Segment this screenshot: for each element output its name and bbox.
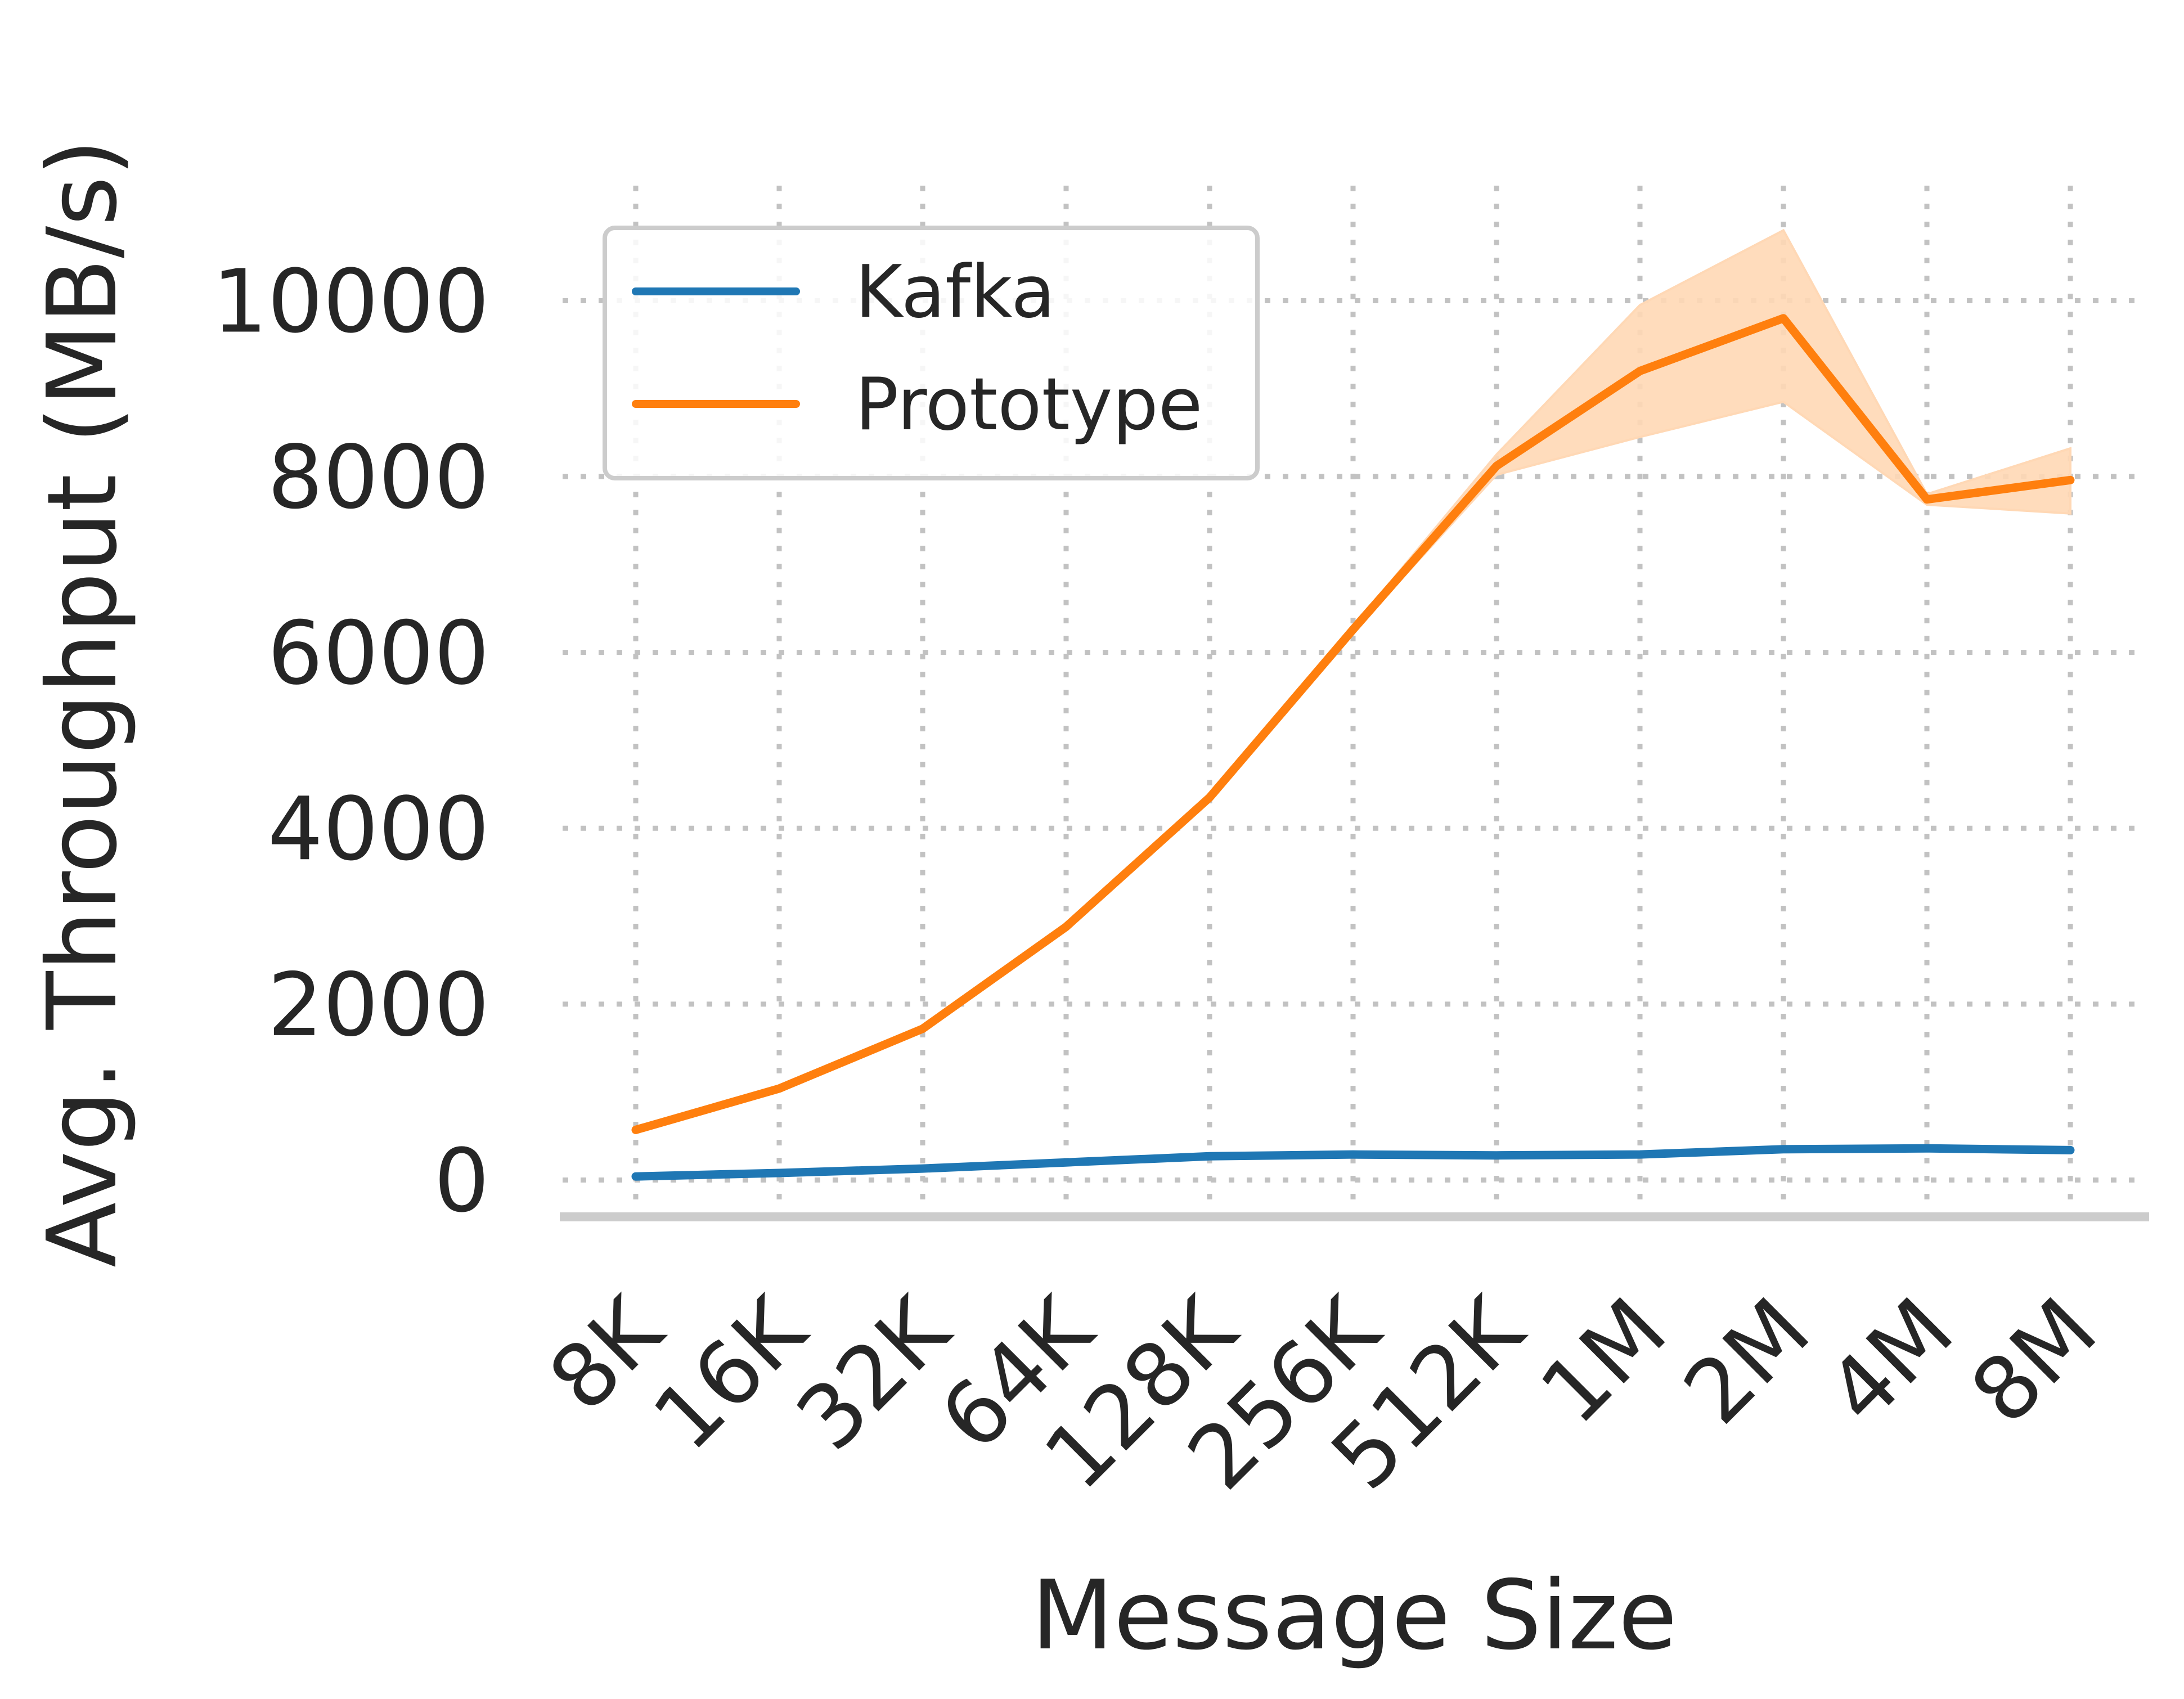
y-axis-title: Avg. Throughput (MB/s) [27, 139, 138, 1267]
x-axis-title: Message Size [1031, 1560, 1677, 1671]
y-tick-label: 0 [434, 1130, 489, 1231]
x-tick-label: 32K [778, 1278, 970, 1470]
y-tick-label: 6000 [268, 603, 489, 704]
x-tick-label: 4M [1808, 1279, 1972, 1443]
y-tick-label: 2000 [268, 954, 489, 1056]
legend: Kafka Prototype [603, 226, 1260, 480]
legend-label-kafka: Kafka [855, 250, 1055, 334]
x-tick-label: 1M [1521, 1279, 1686, 1443]
grid [563, 186, 2146, 1207]
legend-label-prototype: Prototype [855, 363, 1203, 447]
y-tick-label: 8000 [268, 426, 489, 528]
x-tick-label: 2M [1665, 1279, 1829, 1443]
x-tick-label: 8M [1952, 1279, 2116, 1443]
y-tick-label: 10000 [212, 250, 489, 352]
series-line-prototype [631, 314, 2075, 1134]
series-line-kafka [631, 1144, 2075, 1181]
x-tick-label: 16K [634, 1278, 826, 1470]
y-tick-label: 4000 [268, 778, 489, 880]
y-tick-labels: 0 2000 4000 6000 8000 10000 [212, 250, 489, 1231]
series-lines [631, 314, 2075, 1181]
